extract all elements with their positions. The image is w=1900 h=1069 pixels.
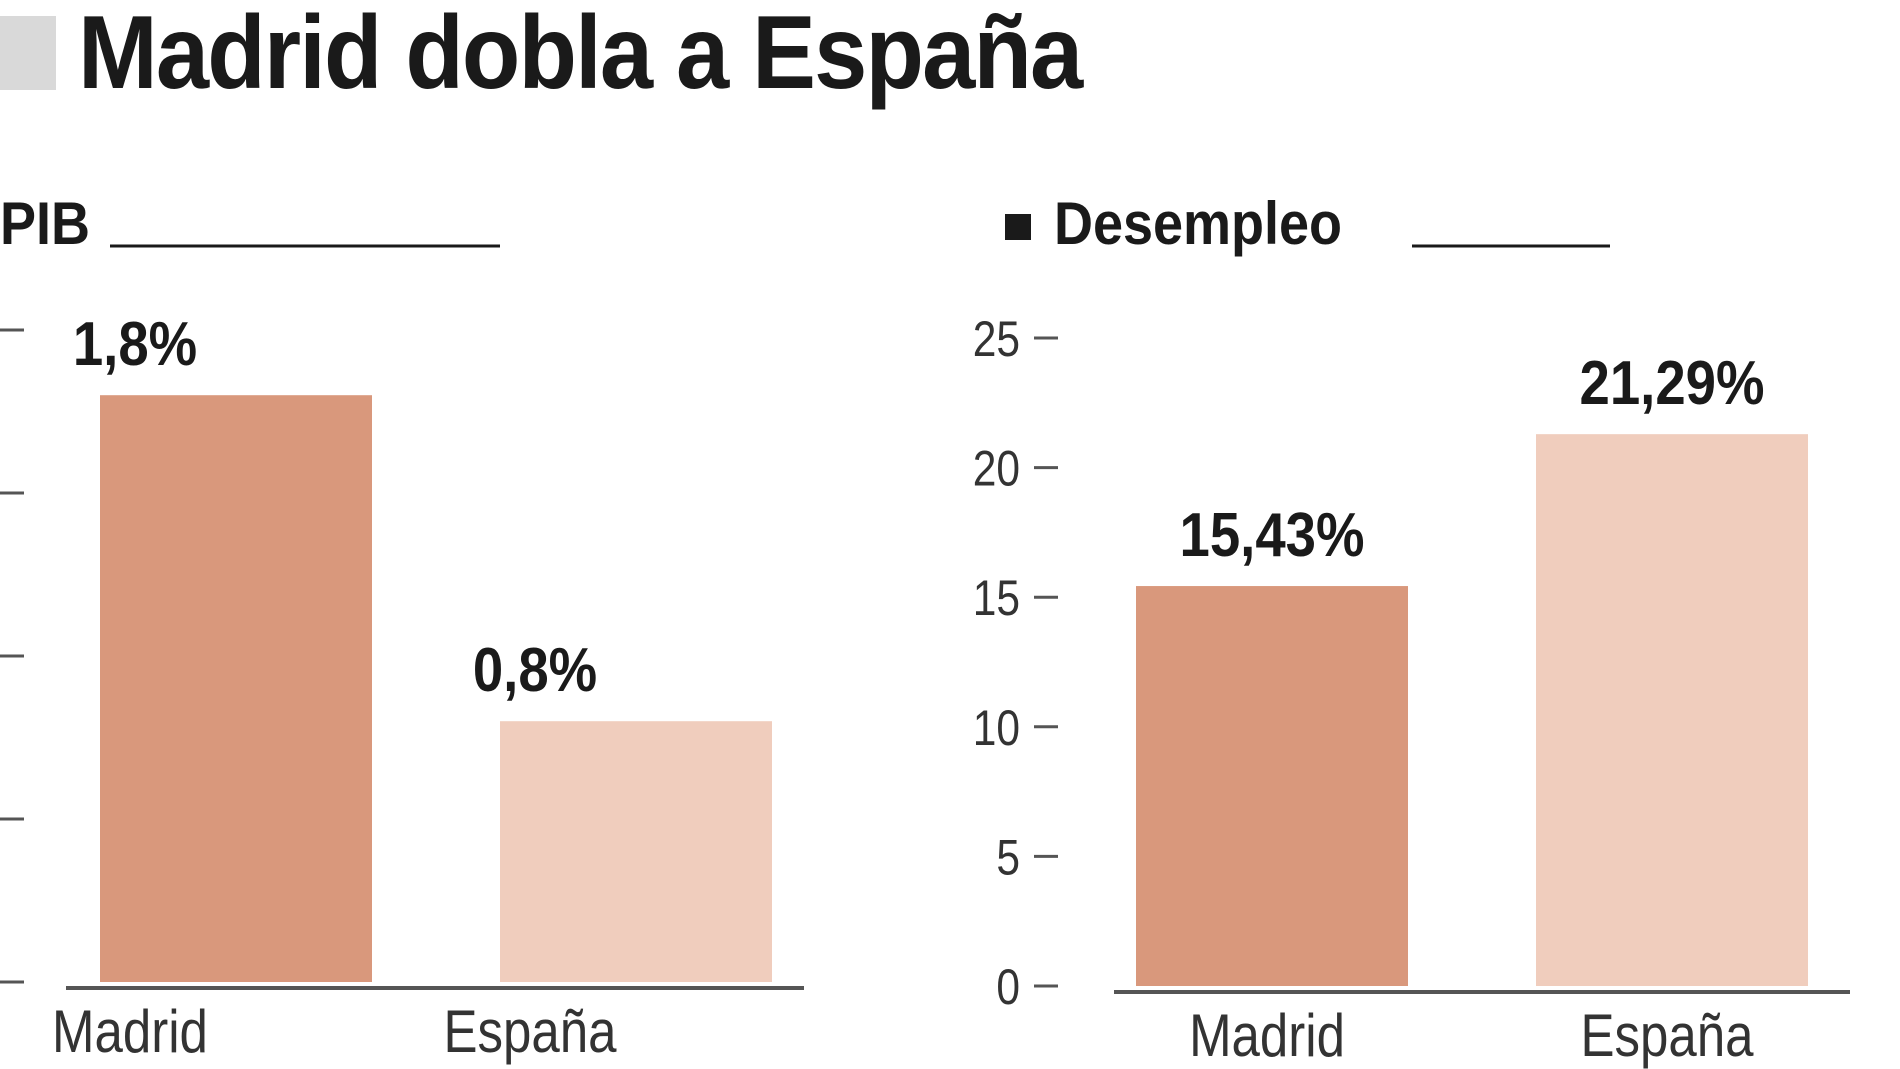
y-tick-label: 0 (996, 959, 1020, 1015)
title-marker-block (0, 16, 56, 90)
bar-madrid (1136, 586, 1408, 986)
y-tick-label: 5 (996, 829, 1020, 885)
bar-madrid (100, 395, 372, 982)
y-tick-label: 20 (973, 440, 1020, 496)
panel-title: Desempleo (1054, 190, 1342, 257)
square-icon (1005, 214, 1031, 240)
data-label: 15,43% (1180, 501, 1365, 570)
bar-espana (500, 721, 772, 982)
panel-title: PIB (0, 190, 90, 257)
chart-title: Madrid dobla a España (78, 0, 1083, 111)
x-tick-label: Madrid (52, 998, 208, 1065)
y-tick-label: 15 (973, 570, 1020, 626)
data-label: 1,8% (73, 310, 197, 379)
x-tick-label: España (1581, 1002, 1754, 1069)
data-label: 21,29% (1580, 349, 1765, 418)
y-tick-label: 10 (973, 700, 1020, 756)
x-tick-label: España (444, 998, 617, 1065)
x-tick-label: Madrid (1189, 1002, 1345, 1069)
bar-espana (1536, 434, 1808, 986)
data-label: 0,8% (473, 636, 597, 705)
y-tick-label: 25 (973, 311, 1020, 367)
